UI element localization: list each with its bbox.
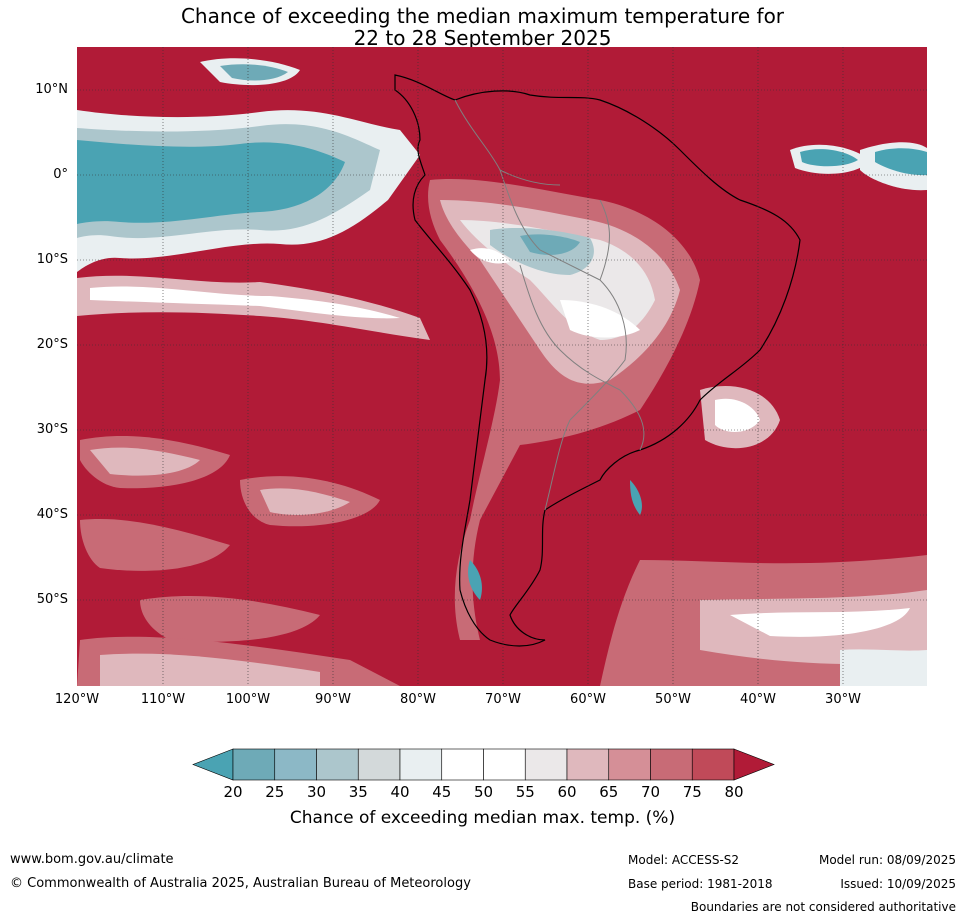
legend-tick-label: 70 <box>640 783 661 801</box>
issued-text: Issued: 10/09/2025 <box>840 877 956 891</box>
legend-tick-label: 55 <box>515 783 535 801</box>
legend-tick-label: 50 <box>473 783 494 801</box>
model-text: Model: ACCESS-S2 <box>628 853 740 867</box>
lat-label-10s: 10°S <box>36 252 68 267</box>
lon-label-60w: 60°W <box>570 692 606 707</box>
south-atlantic-band <box>600 555 927 686</box>
legend-tick-label: 30 <box>306 783 327 801</box>
copyright-text: © Commonwealth of Australia 2025, Austra… <box>10 876 471 891</box>
lon-label-110w: 110°W <box>140 692 186 707</box>
legend-tick-label: 75 <box>682 783 702 801</box>
legend-swatch <box>650 748 693 781</box>
legend-swatch <box>691 748 735 781</box>
legend-tick-label: 35 <box>348 783 368 801</box>
south-america-coastline <box>394 74 801 647</box>
lon-label-30w: 30°W <box>825 692 861 707</box>
legend-swatch <box>316 748 359 781</box>
lat-label-10n: 10°N <box>35 82 68 97</box>
lon-label-70w: 70°W <box>485 692 521 707</box>
model-run-text: Model run: 08/09/2025 <box>818 853 956 867</box>
legend-tick-label: 45 <box>432 783 452 801</box>
lat-label-30s: 30°S <box>36 422 68 437</box>
lat-label-40s: 40°S <box>36 507 68 522</box>
map-title-line-1: Chance of exceeding the median maximum t… <box>180 4 785 28</box>
continent-interior-shading <box>428 179 700 641</box>
legend-swatch <box>566 748 610 781</box>
legend-swatch <box>357 748 401 781</box>
legend-tick-label: 25 <box>265 783 285 801</box>
lon-label-120w: 120°W <box>54 692 100 707</box>
base-period-text: Base period: 1981-2018 <box>628 877 773 891</box>
lon-label-40w: 40°W <box>740 692 776 707</box>
legend-swatch <box>441 748 484 781</box>
country-borders <box>454 99 645 511</box>
legend-tick-label: 40 <box>390 783 410 801</box>
graticule <box>77 47 927 686</box>
lat-label-50s: 50°S <box>36 592 68 607</box>
lat-label-20s: 20°S <box>36 337 68 352</box>
disclaimer-text: Boundaries are not considered authoritat… <box>690 900 956 914</box>
website-link[interactable]: www.bom.gov.au/climate <box>10 852 174 867</box>
legend-swatch <box>399 748 443 781</box>
legend-title: Chance of exceeding median max. temp. (%… <box>289 808 676 828</box>
lon-label-100w: 100°W <box>225 692 271 707</box>
lon-label-80w: 80°W <box>400 692 436 707</box>
legend-swatch <box>274 748 317 781</box>
legend-tick-label: 20 <box>223 783 243 801</box>
legend-low-arrow <box>192 748 234 781</box>
legend-swatch <box>524 748 568 781</box>
legend-swatch <box>232 748 276 781</box>
south-pacific-patches <box>77 435 400 686</box>
legend-high-arrow <box>733 748 775 781</box>
legend-tick-label: 80 <box>724 783 744 801</box>
legend-swatch <box>483 748 526 781</box>
legend-swatch <box>608 748 651 781</box>
map-title-line-2: 22 to 28 September 2025 <box>353 26 612 50</box>
legend-tick-label: 60 <box>557 783 577 801</box>
lon-label-90w: 90°W <box>315 692 351 707</box>
legend-colorbar <box>192 748 775 781</box>
legend-tick-label: 65 <box>599 783 619 801</box>
lon-label-50w: 50°W <box>655 692 691 707</box>
lat-label-0: 0° <box>53 167 68 182</box>
pacific-cool-region <box>77 58 430 340</box>
atlantic-cool-region <box>700 142 927 449</box>
